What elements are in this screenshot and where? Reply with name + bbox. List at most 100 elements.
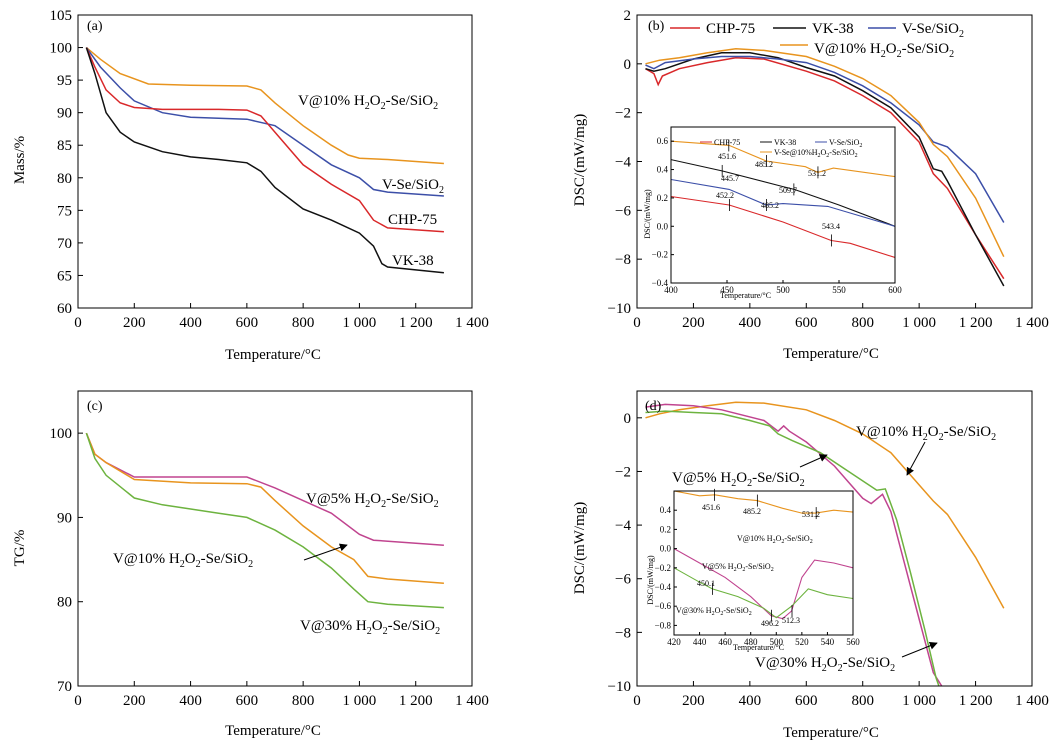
c-xtick-label: 600 (236, 693, 259, 709)
legend-label-chp75: CHP-75 (706, 21, 755, 37)
panel-d-arrow-30pct (901, 641, 938, 658)
b-inset-xtick-label: 400 (664, 285, 678, 295)
b-inset-ytick-label: −0.2 (652, 250, 668, 260)
panel-b-tag: (b) (648, 19, 665, 34)
inset-legend-label-vse: V-Se/SiO2 (829, 138, 862, 149)
c-ytick-label: 80 (57, 595, 72, 611)
b-xtick-label: 1 000 (902, 315, 936, 331)
panel-a-note-10pct: V@10% H2O2-Se/SiO2 (298, 93, 438, 112)
a-series-v-10-h2o2-se-sio2 (85, 47, 444, 165)
d-inset-xtick-label: 560 (846, 637, 860, 647)
d-frame (636, 390, 1033, 687)
inset-legend-label-vk38: VK-38 (774, 138, 796, 147)
b-series-vk-38 (645, 52, 1005, 287)
b-ytick-label: 2 (624, 8, 632, 24)
b-ytick-label: −4 (615, 155, 631, 171)
b-inset-xtick-label: 600 (888, 285, 902, 295)
c-xtick-label: 1 000 (343, 693, 377, 709)
legend-label-vse: V-Se/SiO2 (902, 21, 964, 40)
panel-d-peak-485: 485.2 (743, 507, 761, 516)
panel-a-note-vk38: VK-38 (392, 253, 434, 269)
c-ytick-label: 100 (50, 426, 73, 442)
panel-b-peak-509: 509.7 (779, 186, 797, 195)
d-inset-ytick-label: −0.8 (655, 620, 672, 630)
d-inset-series-v-30-h2o2-se-sio2 (674, 567, 853, 619)
b-series-chp-75 (645, 56, 1005, 280)
d-inset-ytick-label: 0.2 (660, 524, 671, 534)
d-ytick-label: −8 (615, 625, 631, 641)
a-xtick-label: 600 (236, 315, 259, 331)
a-xtick-label: 1 200 (399, 315, 433, 331)
legend-label-vk38: VK-38 (812, 21, 854, 37)
a-xtick-label: 200 (123, 315, 146, 331)
c-series-v-10-h2o2-se-sio2 (85, 432, 444, 584)
a-xtick-label: 1 000 (343, 315, 377, 331)
d-series-v-5-h2o2-se-sio2 (645, 403, 943, 686)
d-xtick-label: 0 (633, 693, 641, 709)
a-ytick-label: 100 (50, 41, 73, 57)
panel-d-inset-label-30pct: V@30% H2O2-Se/SiO2 (676, 606, 752, 617)
panel-d-note-5pct: V@5% H2O2-Se/SiO2 (672, 470, 805, 489)
d-ytick-label: 0 (624, 411, 632, 427)
b-ytick-label: 0 (624, 57, 632, 73)
d-inset-ytick-label: 0.4 (660, 505, 672, 515)
a-series-v-se-sio2 (85, 47, 444, 197)
panel-d-ylabel: DSC/(mW/mg) (572, 502, 588, 595)
d-inset-xtick-label: 460 (718, 637, 732, 647)
panel-c-tag: (c) (87, 399, 103, 414)
b-inset-bg (671, 127, 895, 283)
panel-b-peak-543: 543.4 (822, 222, 840, 231)
inset-legend-label-v10: V-Se@10%H2O2-Se/SiO2 (774, 148, 858, 159)
c-xtick-label: 400 (179, 693, 202, 709)
a-xtick-label: 800 (292, 315, 315, 331)
a-xtick-label: 400 (179, 315, 202, 331)
panel-b-peak-445: 445.7 (721, 174, 739, 183)
d-inset-xtick-label: 480 (744, 637, 758, 647)
d-xtick-label: 1 400 (1015, 693, 1049, 709)
a-ytick-label: 80 (57, 171, 72, 187)
b-inset-ytick-label: 0.6 (657, 136, 669, 146)
a-series-chp-75 (85, 47, 444, 233)
b-ytick-label: −10 (608, 301, 631, 317)
panel-d-peak-450: 450.1 (697, 579, 715, 588)
d-inset-series-v-10-h2o2-se-sio2 (674, 491, 853, 514)
c-xtick-label: 1 200 (399, 693, 433, 709)
d-inset-bg (674, 491, 853, 635)
b-inset-series-vk-38 (671, 159, 895, 227)
a-ytick-label: 95 (57, 73, 72, 89)
panel-d-note-10pct: V@10% H2O2-Se/SiO2 (856, 424, 996, 443)
panel-a-tag: (a) (87, 19, 103, 34)
d-inset-xtick-label: 500 (770, 637, 784, 647)
d-inset-frame (673, 490, 854, 636)
c-xtick-label: 0 (74, 693, 82, 709)
d-xtick-label: 1 000 (902, 693, 936, 709)
b-inset-xtick-label: 450 (720, 285, 734, 295)
b-inset-ytick-label: 0.2 (657, 193, 668, 203)
b-inset-series-v-se-sio2 (671, 178, 895, 227)
a-ytick-label: 105 (50, 8, 73, 24)
b-xtick-label: 0 (633, 315, 641, 331)
panel-d-peak-451: 451.6 (702, 503, 720, 512)
d-ytick-label: −6 (615, 572, 631, 588)
c-xtick-label: 200 (123, 693, 146, 709)
panel-b-ylabel: DSC/(mW/mg) (572, 114, 588, 207)
panel-b: 0 200 400 600 800 1 000 1 200 1 400 −10 −8 −6 −4 −2 0… (608, 8, 1049, 331)
panel-c-arrow (303, 543, 348, 561)
a-ytick-label: 75 (57, 203, 72, 219)
panel-a: 0 200 400 600 800 1 000 1 200 1 400 60 65 70 75 80 85… (50, 8, 489, 331)
panel-c-note-30pct: V@30% H2O2-Se/SiO2 (300, 618, 440, 637)
d-inset-ytick-label: −0.6 (655, 601, 672, 611)
panel-d: 0 200 400 600 800 1 000 1 200 1 400 −10 −8 −6 −4 −2 0… (608, 390, 1049, 709)
panel-a-note-vse: V-Se/SiO2 (382, 177, 444, 196)
b-series-v-se-sio2 (645, 55, 1005, 223)
d-inset-series-v-5-h2o2-se-sio2 (674, 548, 853, 620)
panel-d-inset-xlabel: Temperature/°C (733, 643, 784, 652)
d-ytick-label: −10 (608, 679, 631, 695)
panel-c-ylabel: TG/% (12, 530, 28, 567)
d-series-v-10-h2o2-se-sio2 (645, 401, 1005, 609)
b-ytick-label: −8 (615, 252, 631, 268)
d-inset-xtick-label: 420 (667, 637, 681, 647)
panel-d-peak-512: 512.3 (782, 616, 800, 625)
c-series-v-5-h2o2-se-sio2 (85, 432, 444, 546)
